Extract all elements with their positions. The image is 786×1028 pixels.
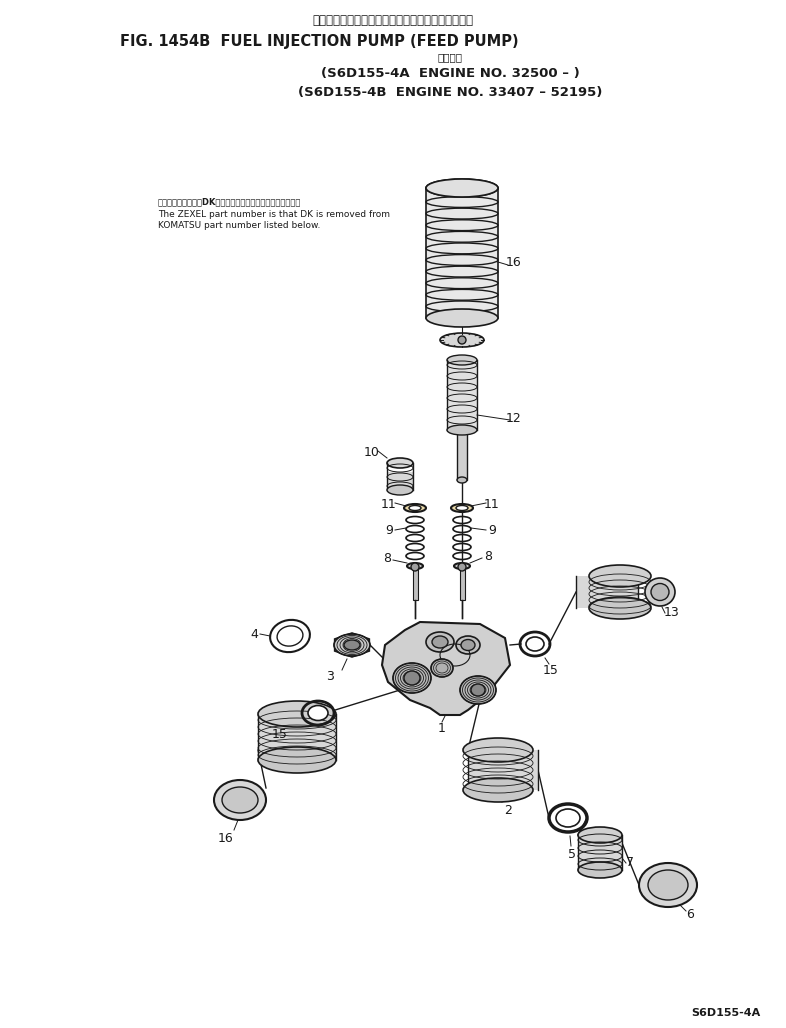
Ellipse shape [461, 639, 475, 651]
Text: 品番のメーカー番号DKを除いたものがゼクセルの品番です。: 品番のメーカー番号DKを除いたものがゼクセルの品番です。 [158, 197, 301, 206]
Polygon shape [382, 622, 510, 715]
Text: 5: 5 [568, 847, 576, 860]
Text: 適用号機: 適用号機 [438, 52, 462, 62]
Ellipse shape [387, 458, 413, 468]
Circle shape [458, 563, 466, 571]
Ellipse shape [404, 504, 426, 512]
Ellipse shape [387, 485, 413, 495]
Text: 15: 15 [272, 729, 288, 741]
Bar [468, 750, 538, 790]
Ellipse shape [451, 504, 473, 512]
Ellipse shape [426, 179, 498, 197]
Bar [258, 714, 336, 760]
Ellipse shape [460, 676, 496, 704]
Text: 11: 11 [381, 498, 397, 511]
Ellipse shape [645, 578, 675, 605]
Text: 15: 15 [543, 663, 559, 676]
Text: 12: 12 [506, 411, 522, 425]
Bar [426, 188, 498, 318]
Ellipse shape [447, 355, 477, 365]
Ellipse shape [526, 637, 544, 651]
Ellipse shape [409, 506, 421, 511]
Circle shape [411, 563, 419, 571]
Ellipse shape [447, 425, 477, 435]
Polygon shape [335, 633, 369, 657]
Bar [457, 430, 467, 480]
Ellipse shape [393, 663, 431, 693]
Ellipse shape [639, 862, 697, 907]
Text: 2: 2 [504, 804, 512, 816]
Text: S6D155-4A: S6D155-4A [691, 1008, 760, 1018]
Ellipse shape [463, 778, 533, 802]
Ellipse shape [578, 862, 622, 878]
Ellipse shape [457, 477, 467, 483]
Ellipse shape [334, 634, 370, 656]
Text: 9: 9 [488, 523, 496, 537]
Ellipse shape [578, 827, 622, 843]
Bar [387, 472, 413, 490]
Ellipse shape [258, 701, 336, 727]
Ellipse shape [426, 309, 498, 327]
Text: 10: 10 [364, 446, 380, 460]
Ellipse shape [431, 659, 453, 677]
Ellipse shape [456, 636, 480, 654]
Ellipse shape [426, 632, 454, 652]
Ellipse shape [589, 565, 651, 587]
Text: 8: 8 [383, 552, 391, 565]
Text: KOMATSU part number listed below.: KOMATSU part number listed below. [158, 221, 321, 230]
Ellipse shape [407, 563, 423, 570]
Ellipse shape [440, 333, 484, 347]
Ellipse shape [471, 684, 485, 696]
Text: 1: 1 [438, 722, 446, 734]
Ellipse shape [456, 506, 468, 511]
Ellipse shape [270, 620, 310, 652]
Ellipse shape [222, 787, 258, 813]
Bar [576, 576, 638, 608]
Text: 11: 11 [484, 498, 500, 511]
Text: 16: 16 [506, 256, 522, 268]
Text: 7: 7 [626, 855, 634, 869]
Ellipse shape [432, 636, 448, 648]
Text: FIG. 1454B  FUEL INJECTION PUMP (FEED PUMP): FIG. 1454B FUEL INJECTION PUMP (FEED PUM… [120, 34, 519, 49]
Text: 6: 6 [686, 909, 694, 921]
Ellipse shape [463, 738, 533, 762]
Text: (S6D155-4B  ENGINE NO. 33407 – 52195): (S6D155-4B ENGINE NO. 33407 – 52195) [298, 86, 602, 99]
Ellipse shape [214, 780, 266, 820]
Ellipse shape [648, 870, 688, 900]
Ellipse shape [404, 671, 420, 685]
Ellipse shape [556, 809, 580, 827]
Ellipse shape [277, 626, 303, 647]
Text: 8: 8 [484, 551, 492, 563]
Text: フェルインジェクションポンプ　フィードポンプ・: フェルインジェクションポンプ フィードポンプ・ [313, 14, 473, 27]
Bar [460, 568, 465, 600]
Ellipse shape [344, 640, 360, 650]
Text: 4: 4 [250, 627, 258, 640]
Ellipse shape [426, 179, 498, 197]
Text: (S6D155-4A  ENGINE NO. 32500 – ): (S6D155-4A ENGINE NO. 32500 – ) [321, 67, 579, 80]
Bar [578, 835, 622, 870]
Text: 16: 16 [219, 832, 234, 844]
Text: 3: 3 [326, 670, 334, 684]
Text: 9: 9 [385, 523, 393, 537]
Ellipse shape [454, 563, 470, 570]
Text: The ZEXEL part number is that DK is removed from: The ZEXEL part number is that DK is remo… [158, 210, 390, 219]
Text: 13: 13 [664, 607, 680, 620]
Ellipse shape [651, 584, 669, 600]
Bar [413, 568, 417, 600]
Ellipse shape [308, 705, 328, 721]
Circle shape [458, 336, 466, 344]
Ellipse shape [589, 597, 651, 619]
Bar [447, 360, 477, 430]
Ellipse shape [258, 747, 336, 773]
